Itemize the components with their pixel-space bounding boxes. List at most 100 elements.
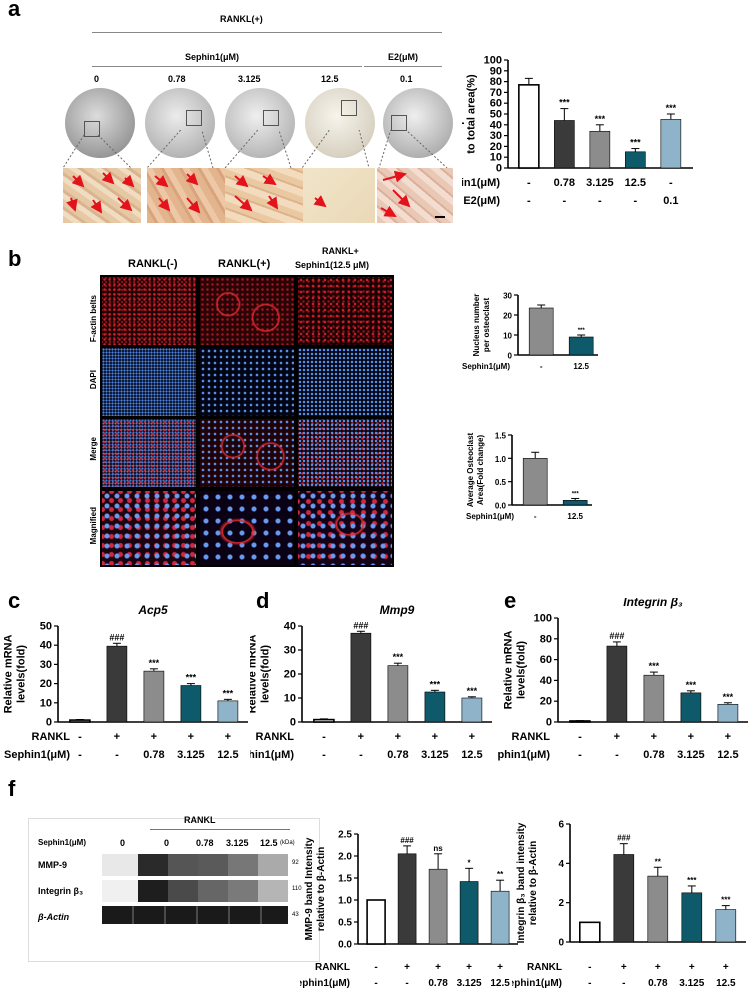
chart-title: Integrin β₃: [623, 598, 683, 609]
conc-0: 0: [94, 74, 100, 84]
blot-rankl-label: RANKL: [184, 815, 216, 825]
condition-value: -: [78, 749, 82, 761]
significance-label: ###: [617, 834, 631, 843]
zoom-box-3125: [263, 110, 279, 126]
col-sephin-line2: Sephin1(12.5 μM): [295, 260, 370, 270]
row-label-merge: Merge: [89, 437, 98, 461]
panel-label-b: b: [8, 246, 22, 271]
significance-label: ***: [572, 491, 580, 497]
bar-0: [579, 921, 601, 943]
resorption-dish-3125: [225, 88, 295, 158]
y-tick-label: 20: [284, 669, 296, 681]
blot-band-integrin: [102, 880, 288, 902]
condition-label: Sephin1(μM): [462, 177, 500, 189]
y-tick-label: 40: [490, 119, 502, 131]
condition-value: 3.125: [586, 177, 614, 189]
condition-value: 3.125: [457, 978, 482, 989]
condition-value: 12.5: [573, 362, 589, 371]
y-tick-label: 10: [503, 332, 512, 341]
western-blot-box: [28, 818, 320, 962]
significance-label: ###: [109, 632, 124, 642]
panel-label-a: a: [8, 0, 21, 21]
condition-value: 12.5: [217, 749, 238, 761]
blot-band-actin: [102, 906, 288, 924]
condition-value: +: [614, 731, 620, 743]
conc-078: 0.78: [168, 74, 186, 84]
condition-value: -: [115, 749, 119, 761]
bar-4: [217, 700, 239, 723]
significance-label: ***: [559, 98, 570, 108]
y-tick-label: 2: [558, 898, 564, 909]
bar-3: [625, 151, 646, 169]
panel-label-c: c: [8, 588, 21, 613]
condition-value: -: [634, 195, 638, 207]
chart-osteoclast-area: 0.0 0.5 1.0 1.5 Average Osteoclast Area(Fold …: [466, 432, 592, 521]
bar-4: [717, 704, 739, 723]
y-tick-label: 60: [490, 98, 502, 110]
y-tick-label: 10: [284, 693, 296, 705]
y-tick-label: 0: [46, 717, 52, 729]
condition-value: 3.125: [421, 749, 449, 761]
dapi-rankl-minus: [102, 348, 196, 416]
y-axis-label: relative to β-Actin: [528, 841, 539, 925]
condition-value: -: [534, 512, 537, 521]
factin-rankl-minus: [102, 277, 196, 345]
y-tick-label: 40: [40, 640, 52, 652]
y-tick-label: 60: [540, 654, 552, 666]
significance-label: ***: [467, 686, 478, 696]
condition-value: +: [723, 962, 729, 973]
significance-label: ***: [721, 896, 731, 905]
dapi-rankl-plus: [200, 348, 294, 416]
condition-label: Sephin1(μM): [250, 749, 294, 761]
panel-label-d: d: [256, 588, 270, 613]
condition-value: 0.78: [143, 749, 164, 761]
bar-2: [643, 674, 665, 723]
condition-value: +: [188, 731, 194, 743]
row-label-dapi: DAPI: [89, 370, 98, 390]
condition-value: -: [578, 731, 582, 743]
condition-value: 3.125: [677, 749, 705, 761]
condition-value: +: [225, 731, 231, 743]
condition-label: Sephin1(μM): [512, 978, 562, 989]
condition-value: -: [563, 195, 567, 207]
bar-2: [387, 665, 409, 723]
condition-label: Sephin1(μM): [498, 749, 550, 761]
y-axis-label: to total area(%): [466, 74, 478, 154]
condition-value: +: [621, 962, 627, 973]
condition-value: +: [469, 731, 475, 743]
sephin1-group-label: Sephin1(μM): [185, 52, 240, 62]
significance-label: ***: [723, 692, 734, 702]
condition-value: +: [404, 962, 410, 973]
condition-value: -: [527, 177, 531, 189]
y-tick-label: 0.5: [495, 478, 507, 487]
bar-3: [424, 691, 446, 723]
condition-value: -: [359, 749, 363, 761]
y-tick-label: 80: [490, 76, 502, 88]
condition-value: 12.5: [461, 749, 482, 761]
y-tick-label: 50: [490, 109, 502, 121]
condition-label: E2(μM): [463, 195, 500, 207]
condition-label: Sephin1(μM): [300, 978, 350, 989]
bar-3: [459, 881, 479, 945]
y-tick-label: 10: [490, 152, 502, 164]
sephin1-rule: [92, 66, 362, 67]
y-tick-label: 0: [546, 717, 552, 729]
condition-value: +: [725, 731, 731, 743]
y-axis-label: levels(fold): [260, 645, 272, 703]
condition-value: -: [374, 962, 377, 973]
chart-mmp9: 0 10 20 30 40 Relative mRNA levels(fold) Mmp9 ##…: [250, 603, 492, 761]
condition-value: 3.125: [177, 749, 205, 761]
y-axis-label: Relative mRNA: [3, 635, 15, 714]
bar-2: [428, 868, 448, 945]
condition-label: Sephin1(μM): [462, 362, 510, 371]
y-tick-label: 0.0: [495, 502, 507, 511]
y-tick-label: 2.0: [338, 852, 352, 863]
y-tick-label: 70: [490, 87, 502, 99]
bar-1: [106, 645, 128, 723]
lane-078: 0.78: [196, 838, 214, 848]
condition-value: +: [358, 731, 364, 743]
y-tick-label: 10: [40, 697, 52, 709]
blot-sephin-label: Sephin1(μM): [38, 838, 87, 847]
condition-value: 12.5: [716, 978, 736, 989]
dapi-sephin: [298, 348, 392, 416]
